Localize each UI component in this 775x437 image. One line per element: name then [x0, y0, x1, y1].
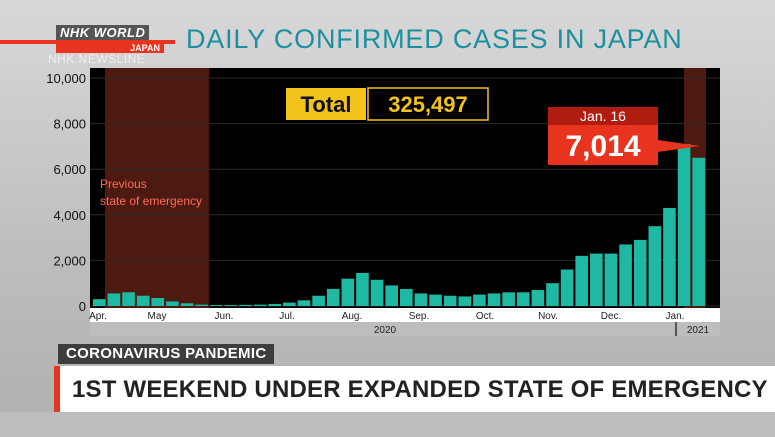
bar [268, 303, 282, 306]
bar [429, 294, 442, 306]
bar [487, 293, 501, 306]
bar [633, 239, 647, 306]
logo-sub-text: JAPAN [56, 43, 164, 53]
callout-value: 7,014 [565, 130, 640, 163]
chart-title: DAILY CONFIRMED CASES IN JAPAN [186, 24, 683, 54]
header-accent-line [0, 40, 175, 44]
bar [356, 272, 369, 306]
bar [136, 295, 150, 306]
month-label: Sep. [409, 311, 430, 322]
callout-value-box [548, 125, 658, 165]
callout-date: Jan. 16 [580, 108, 626, 124]
bar [604, 253, 618, 306]
bar [590, 253, 603, 306]
bar [531, 290, 545, 306]
callout-pointer [658, 140, 700, 152]
month-label: Oct. [476, 311, 494, 322]
bottom-strip [0, 412, 775, 437]
bar [414, 293, 428, 306]
headline: 1ST WEEKEND UNDER EXPANDED STATE OF EMER… [72, 376, 768, 403]
emergency-label-line1: Previous [100, 177, 147, 191]
bar [122, 292, 135, 306]
newsline-watermark: NHK NEWSLINE [48, 52, 146, 66]
bar [283, 302, 296, 306]
bar [473, 294, 486, 306]
y-tick-label: 6,000 [53, 162, 86, 177]
month-label: May [148, 311, 167, 322]
bar [502, 292, 515, 306]
total-label: Total [301, 92, 352, 117]
y-tick-label: 4,000 [53, 208, 86, 223]
bar [400, 288, 413, 306]
section-tag: CORONAVIRUS PANDEMIC [58, 344, 275, 364]
bar [312, 295, 325, 306]
bar [648, 226, 662, 306]
month-label: Jul. [279, 311, 295, 322]
total-value: 325,497 [388, 92, 468, 117]
bar [297, 300, 311, 306]
bar [326, 288, 340, 306]
bar [239, 304, 252, 306]
callout-date-box [548, 107, 658, 125]
bar [575, 255, 589, 306]
bar [209, 305, 223, 306]
bar [677, 144, 691, 306]
bar [180, 303, 194, 306]
month-label: Jun. [215, 311, 234, 322]
bar [341, 278, 355, 306]
logo-main-text: NHK WORLD [56, 25, 150, 40]
bar [443, 295, 457, 306]
month-label: Nov. [538, 311, 558, 322]
bar [151, 298, 165, 306]
y-tick-label: 0 [79, 299, 86, 314]
year-label-2020: 2020 [374, 325, 397, 336]
y-tick-label: 10,000 [46, 71, 86, 86]
bar [385, 285, 398, 306]
nhk-world-logo: NHK WORLD JAPAN [56, 24, 168, 53]
bar-series [93, 144, 705, 306]
y-tick-label: 8,000 [53, 117, 86, 132]
cases-chart: 0 2,000 4,000 6,000 8,000 10,000 Apr. May Jun. J… [46, 68, 720, 336]
bar [619, 244, 632, 306]
month-label: Aug. [342, 311, 363, 322]
bar [516, 292, 530, 306]
bar [253, 304, 267, 306]
month-label: Dec. [601, 311, 622, 322]
month-label: Apr. [89, 311, 107, 322]
year-label-2021: 2021 [687, 325, 710, 336]
bar [107, 293, 121, 306]
month-axis-strip [90, 308, 720, 322]
y-axis-ticks: 0 2,000 4,000 6,000 8,000 10,000 [46, 71, 86, 314]
bar [166, 301, 179, 306]
bar [546, 283, 559, 306]
bar [560, 269, 574, 306]
total-label-box [286, 88, 366, 120]
emergency-label-line2: state of emergency [100, 194, 202, 208]
bar [195, 304, 208, 306]
total-value-box [367, 87, 489, 121]
bar [93, 299, 106, 306]
bar [458, 296, 472, 306]
bar [663, 207, 676, 306]
previous-emergency-band [105, 68, 209, 308]
headline-bar [54, 366, 775, 412]
x-axis-month-labels: Apr. May Jun. Jul. Aug. Sep. Oct. Nov. Dec. Jan. [89, 311, 684, 322]
bar [692, 157, 705, 306]
year-axis-strip [90, 322, 720, 336]
month-label: Jan. [666, 311, 685, 322]
y-tick-label: 2,000 [53, 253, 86, 268]
bar [224, 305, 238, 306]
bar [370, 279, 384, 306]
